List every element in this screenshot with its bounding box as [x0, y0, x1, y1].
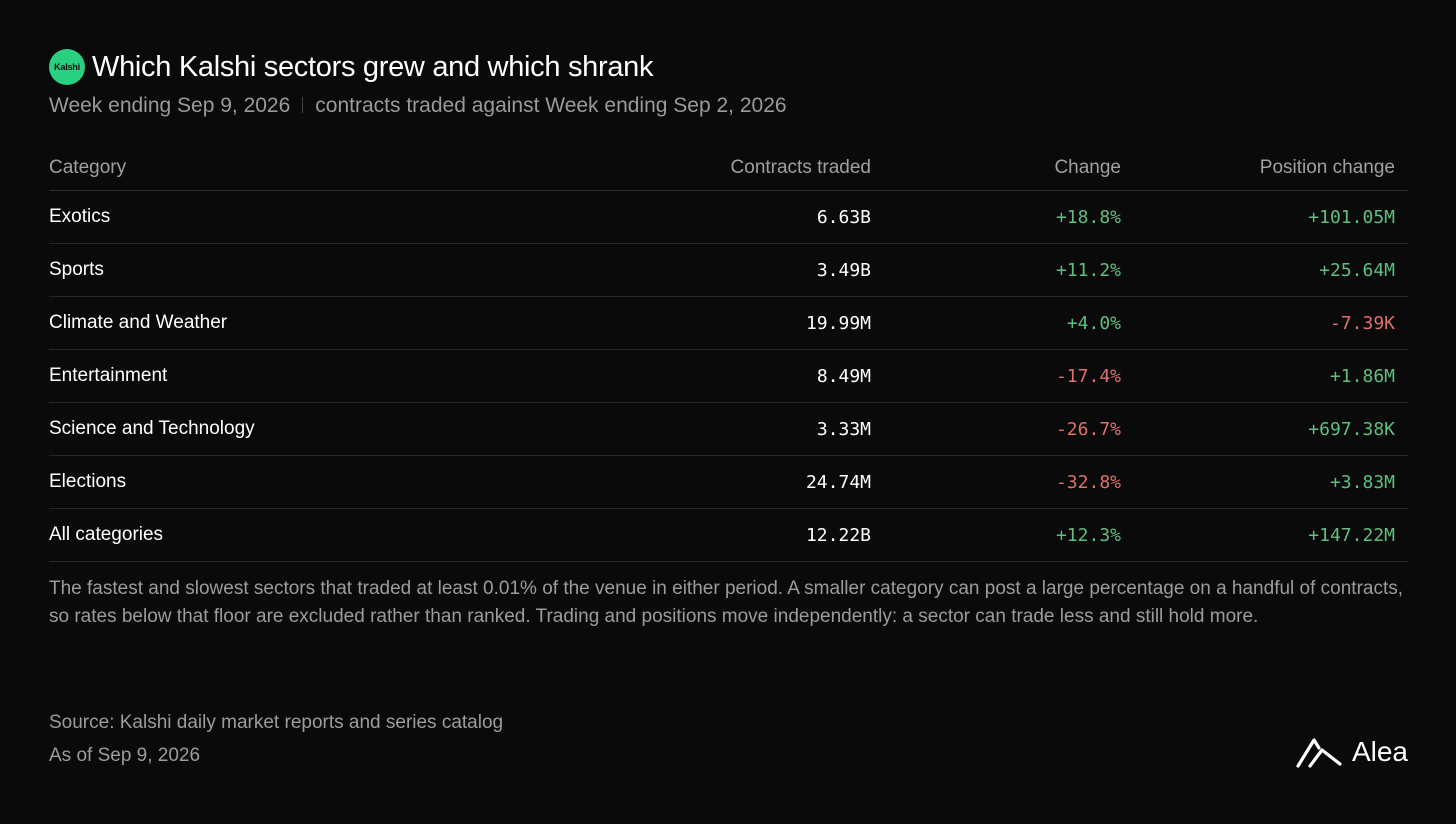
column-header-category: Category [49, 146, 519, 191]
kalshi-logo-icon: Kalshi [49, 49, 85, 85]
cell-position-change: +3.83M [1134, 455, 1408, 509]
cell-category: Science and Technology [49, 402, 519, 456]
cell-position-change: +697.38K [1134, 402, 1408, 456]
brand-mark: Alea [1296, 736, 1408, 768]
subtitle: Week ending Sep 9, 2026 contracts traded … [49, 94, 787, 118]
column-header-position-change: Position change [1134, 146, 1408, 191]
cell-change: +12.3% [871, 508, 1134, 562]
cell-position-change: +147.22M [1134, 508, 1408, 562]
subtitle-period: Week ending Sep 9, 2026 [49, 94, 291, 117]
table-header-row: Category Contracts traded Change Positio… [49, 146, 1408, 191]
cell-contracts-traded: 3.33M [519, 402, 871, 456]
methodology-note: The fastest and slowest sectors that tra… [49, 578, 1404, 627]
brand-name: Alea [1351, 736, 1408, 767]
table-row: Science and Technology 3.33M -26.7% +697.38… [49, 402, 1408, 456]
as-of-date: As of Sep 9, 2026 [49, 745, 201, 766]
table-row: Climate and Weather 19.99M +4.0% -7.39K [49, 296, 1408, 350]
cell-position-change: +1.86M [1134, 349, 1408, 403]
cell-change: -17.4% [871, 349, 1134, 403]
table-row: Sports 3.49B +11.2% +25.64M [49, 243, 1408, 297]
sector-table: Category Contracts traded Change Positio… [49, 146, 1408, 562]
cell-change: -32.8% [871, 455, 1134, 509]
header: Kalshi Which Kalshi sectors grew and whi… [49, 49, 654, 85]
subtitle-divider [302, 97, 304, 113]
source-line: Source: Kalshi daily market reports and … [49, 712, 504, 733]
cell-contracts-traded: 3.49B [519, 243, 871, 297]
cell-position-change: -7.39K [1134, 296, 1408, 350]
cell-category: Entertainment [49, 349, 519, 403]
column-header-change: Change [871, 146, 1134, 191]
cell-contracts-traded: 8.49M [519, 349, 871, 403]
table-row: Elections 24.74M -32.8% +3.83M [49, 455, 1408, 509]
kalshi-logo-text: Kalshi [54, 62, 80, 72]
cell-position-change: +101.05M [1134, 190, 1408, 244]
cell-category: All categories [49, 508, 519, 562]
cell-change: -26.7% [871, 402, 1134, 456]
cell-change: +11.2% [871, 243, 1134, 297]
cell-category: Exotics [49, 190, 519, 244]
cell-contracts-traded: 24.74M [519, 455, 871, 509]
cell-category: Sports [49, 243, 519, 297]
cell-change: +18.8% [871, 190, 1134, 244]
table-row: All categories 12.22B +12.3% +147.22M [49, 508, 1408, 562]
alea-logo-icon [1296, 738, 1342, 768]
column-header-contracts: Contracts traded [519, 146, 871, 191]
cell-category: Elections [49, 455, 519, 509]
cell-change: +4.0% [871, 296, 1134, 350]
table-row: Entertainment 8.49M -17.4% +1.86M [49, 349, 1408, 403]
cell-category: Climate and Weather [49, 296, 519, 350]
cell-position-change: +25.64M [1134, 243, 1408, 297]
subtitle-comparison: contracts traded against Week ending Sep… [315, 94, 787, 117]
table-row: Exotics 6.63B +18.8% +101.05M [49, 190, 1408, 244]
cell-contracts-traded: 6.63B [519, 190, 871, 244]
page-title: Which Kalshi sectors grew and which shra… [92, 50, 654, 83]
cell-contracts-traded: 12.22B [519, 508, 871, 562]
cell-contracts-traded: 19.99M [519, 296, 871, 350]
